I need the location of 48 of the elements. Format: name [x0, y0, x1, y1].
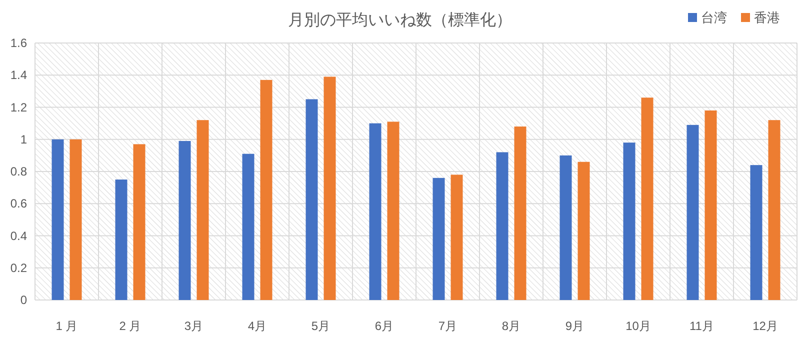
x-tick-label: 8月	[502, 319, 521, 333]
bar	[432, 178, 445, 300]
legend-label: 台湾	[701, 10, 727, 25]
bar	[369, 123, 382, 300]
legend-label: 香港	[754, 10, 780, 25]
bar	[178, 140, 191, 300]
bar	[496, 152, 508, 300]
y-tick-label: 1.4	[10, 68, 28, 82]
bar	[686, 124, 699, 300]
bar	[750, 165, 762, 300]
x-tick-label: 4月	[248, 319, 267, 333]
bar	[560, 155, 572, 300]
x-tick-label: 1 月	[56, 319, 78, 333]
x-tick-label: 11月	[690, 319, 714, 333]
bar	[578, 162, 590, 300]
bar	[115, 180, 128, 300]
x-tick-label: 12月	[752, 319, 778, 333]
x-tick-label: 7月	[438, 319, 458, 333]
bar	[133, 144, 146, 300]
bar	[450, 174, 463, 300]
x-tick-label: 6月	[374, 319, 394, 333]
y-tick-label: 1.2	[10, 100, 28, 114]
bar	[623, 142, 636, 300]
y-tick-label: 0.2	[10, 260, 28, 275]
bar	[768, 120, 780, 300]
bar	[387, 122, 400, 300]
bar	[306, 99, 318, 300]
y-tick-label: 1.6	[10, 36, 28, 50]
bar	[514, 126, 526, 300]
x-tick-label: 10月	[626, 319, 651, 333]
x-tick-label: 3月	[184, 319, 204, 333]
y-tick-label: 0	[20, 293, 28, 307]
x-tick-label: 9月	[565, 319, 584, 333]
x-tick-label: 5月	[311, 319, 330, 333]
bar	[70, 139, 82, 300]
bar	[704, 110, 717, 300]
bar	[641, 98, 654, 300]
chart-title: 月別の平均いいね数（標準化）	[288, 11, 512, 29]
bar	[260, 80, 272, 300]
bar	[324, 76, 336, 300]
bar	[242, 154, 254, 300]
y-tick-label: 0.6	[10, 196, 28, 211]
bar	[196, 120, 209, 300]
y-tick-label: 1	[20, 132, 28, 146]
y-tick-label: 0.8	[10, 164, 28, 178]
y-tick-label: 0.4	[10, 228, 28, 243]
x-tick-label: 2 月	[119, 319, 142, 333]
bar	[52, 139, 64, 300]
